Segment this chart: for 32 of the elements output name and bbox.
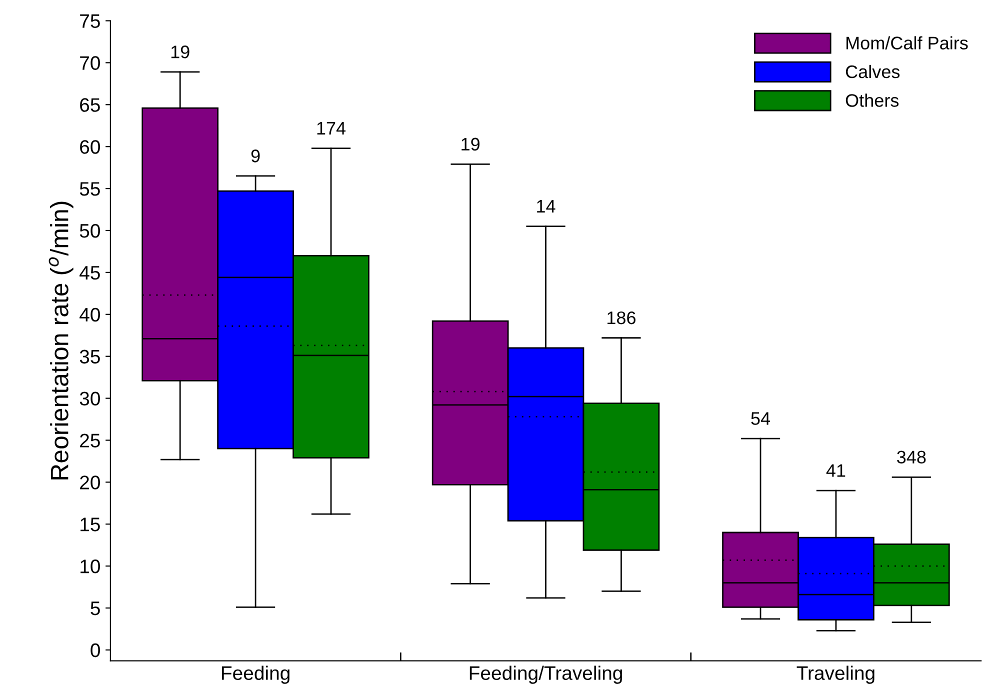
y-tick-label: 55 bbox=[80, 182, 100, 196]
y-tick-label: 10 bbox=[80, 560, 100, 574]
text: 19 bbox=[171, 46, 190, 58]
text: 174 bbox=[317, 122, 346, 134]
y-tick-label: 15 bbox=[80, 518, 100, 532]
y-tick-label: 60 bbox=[80, 140, 100, 154]
x-tick-label: Feeding/Traveling bbox=[470, 666, 622, 684]
legend-label: Others bbox=[846, 94, 899, 107]
text: 186 bbox=[608, 311, 636, 324]
y-tick-label: 75 bbox=[80, 14, 100, 28]
legend-label: Mom/Calf Pairs bbox=[846, 36, 968, 50]
y-tick-label: 45 bbox=[80, 266, 100, 280]
y-tick-label: 25 bbox=[80, 434, 100, 448]
text: 54 bbox=[751, 412, 770, 425]
y-tick-label: 40 bbox=[80, 308, 100, 322]
y-tick-label: 70 bbox=[80, 56, 100, 70]
y-tick-label: 0 bbox=[90, 643, 100, 658]
y-tick-label: 50 bbox=[80, 224, 100, 238]
y-tick-label: 20 bbox=[80, 476, 100, 490]
text: 19 bbox=[462, 138, 480, 151]
text: 14 bbox=[537, 200, 556, 212]
y-tick-label: 65 bbox=[80, 98, 100, 112]
y-tick-label: 5 bbox=[90, 602, 100, 616]
y-tick-label: 35 bbox=[80, 350, 100, 364]
text: 9 bbox=[251, 150, 260, 162]
y-axis-title: Reorientation rate ($^{o}$/min) bbox=[48, 202, 74, 480]
legend-label: Calves bbox=[846, 64, 900, 78]
x-tick-label: Feeding bbox=[222, 666, 290, 684]
x-tick-label: Traveling bbox=[796, 666, 874, 684]
text: 348 bbox=[897, 450, 926, 464]
y-tick-label: 30 bbox=[80, 392, 100, 406]
text: 41 bbox=[826, 464, 846, 477]
